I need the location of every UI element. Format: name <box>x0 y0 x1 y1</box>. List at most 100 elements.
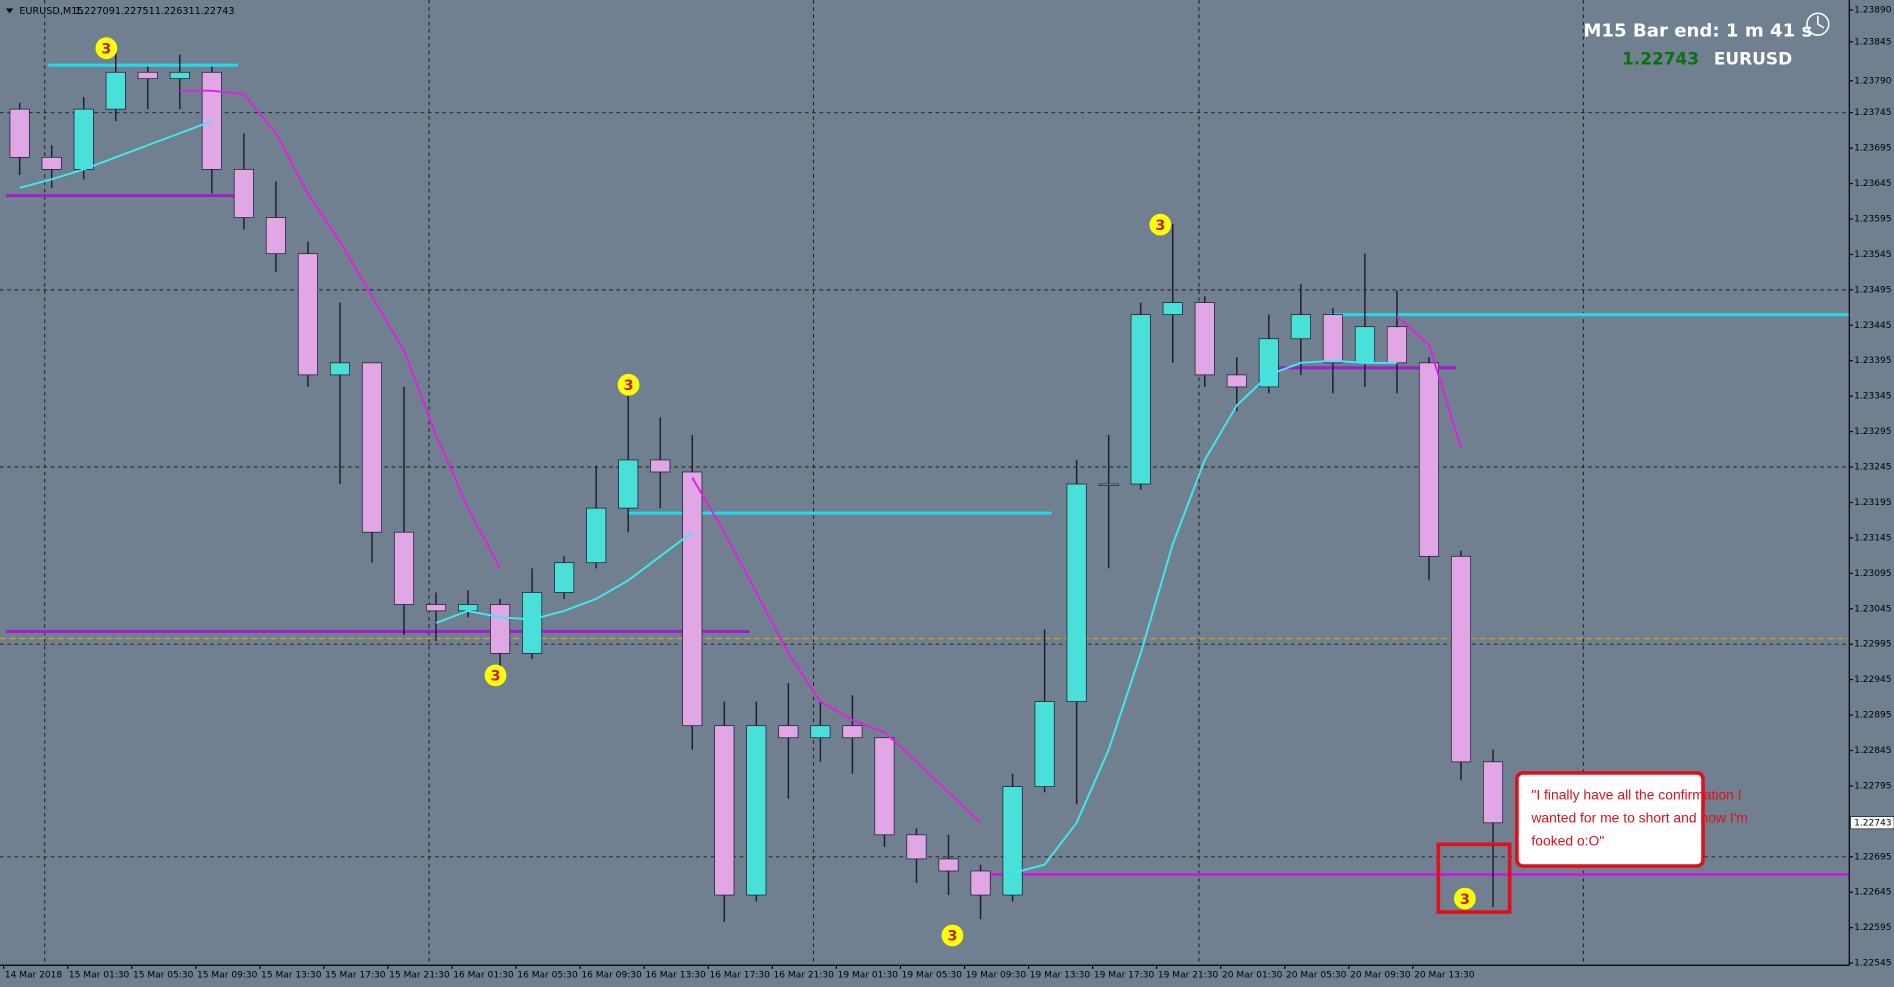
candle-body <box>1450 555 1472 763</box>
y-tick-label: 1.23645 <box>1854 179 1891 189</box>
y-tick-label: 1.23545 <box>1854 250 1891 260</box>
candle-body <box>1418 362 1439 557</box>
candle-body <box>73 108 94 170</box>
candle-body <box>1290 314 1311 340</box>
x-tick-label: 19 Mar 09:30 <box>966 970 1027 980</box>
x-tick-label: 16 Mar 01:30 <box>453 970 514 980</box>
signal-marker <box>484 664 507 687</box>
bar-end-timer: M15 Bar end: 1 m 41 s <box>1583 20 1812 41</box>
x-tick-label: 19 Mar 21:30 <box>1158 970 1219 980</box>
header-price: 1.22631 <box>155 6 195 17</box>
y-tick-label: 1.23395 <box>1854 356 1891 366</box>
candle-body <box>842 725 863 739</box>
signal-label: 3 <box>1155 218 1165 234</box>
candle-body <box>1386 326 1407 364</box>
current-price-box <box>1850 816 1894 830</box>
highlight-box <box>1436 842 1512 914</box>
moving-average <box>19 120 1397 875</box>
y-tick-label: 1.22645 <box>1854 888 1891 898</box>
candle-body <box>1482 761 1504 824</box>
x-tick-label: 19 Mar 17:30 <box>1094 970 1155 980</box>
candle-body <box>554 562 575 593</box>
y-tick-label: 1.22595 <box>1854 923 1891 933</box>
candle-body <box>1258 338 1279 388</box>
menu-arrow[interactable] <box>6 8 14 14</box>
y-tick-label: 1.23045 <box>1854 604 1891 614</box>
candle-body <box>137 71 158 80</box>
y-tick-label: 1.23595 <box>1854 214 1891 224</box>
candle-body <box>1322 314 1343 364</box>
x-tick-label: 19 Mar 05:30 <box>902 970 963 980</box>
info-symbol: EURUSD <box>1714 48 1792 68</box>
y-tick-label: 1.22945 <box>1854 675 1891 685</box>
candle-body <box>650 459 671 473</box>
candle-body <box>522 592 543 654</box>
candle-body <box>1194 302 1215 376</box>
overlays <box>19 89 1462 875</box>
clock-icon <box>1806 12 1830 36</box>
candle-body <box>490 604 511 654</box>
signal-marker <box>1454 887 1476 910</box>
y-tick-label: 1.23095 <box>1854 569 1891 579</box>
x-tick-label: 20 Mar 09:30 <box>1350 970 1411 980</box>
candle-body <box>1002 786 1023 896</box>
candle-body <box>810 725 831 739</box>
x-tick-label: 15 Mar 01:30 <box>69 970 130 980</box>
y-tick-label: 1.23890 <box>1854 5 1892 15</box>
candle-body <box>970 870 991 896</box>
x-tick-label: 16 Mar 13:30 <box>645 970 706 980</box>
signal-label: 3 <box>623 378 633 394</box>
markers: 3 3 3 3 3 3 <box>95 37 1476 947</box>
y-tick-label: 1.23495 <box>1854 285 1891 295</box>
x-tick-label: 20 Mar 13:30 <box>1414 970 1475 980</box>
y-tick-label: 1.22795 <box>1854 781 1891 791</box>
y-tick-label: 1.22845 <box>1854 746 1891 756</box>
candle-body <box>874 737 895 836</box>
candle-body <box>297 253 318 376</box>
x-tick-label: 16 Mar 17:30 <box>709 970 770 980</box>
signal-marker <box>1149 213 1172 236</box>
y-tick-label: 1.22695 <box>1854 852 1891 862</box>
candle-body <box>425 604 447 612</box>
signal-marker <box>95 37 118 60</box>
candle-body <box>41 156 62 170</box>
y-tick-label: 1.23845 <box>1854 37 1891 47</box>
x-tick-label: 15 Mar 09:30 <box>197 970 258 980</box>
candle-body <box>1034 701 1055 788</box>
y-tick-label: 1.22895 <box>1854 711 1891 721</box>
candle-body <box>938 858 959 872</box>
x-tick-label: 16 Mar 09:30 <box>581 970 642 980</box>
x-tick-label: 15 Mar 17:30 <box>325 970 386 980</box>
candle-body <box>714 725 735 896</box>
header-price: 1.22743 <box>195 6 235 17</box>
symbol-title: EURUSD,M15 <box>19 6 83 17</box>
header-price: 1.22709 <box>75 6 115 17</box>
candle-body <box>778 725 799 739</box>
candle-body <box>618 459 639 509</box>
y-tick-label: 1.23695 <box>1854 144 1891 154</box>
x-tick-label: 20 Mar 01:30 <box>1222 970 1283 980</box>
x-tick-label: 15 Mar 13:30 <box>261 970 322 980</box>
candles <box>9 48 1504 922</box>
signal-label: 3 <box>491 669 501 685</box>
signal-label: 3 <box>947 929 957 945</box>
x-tick-label: 16 Mar 21:30 <box>774 970 835 980</box>
candle-body <box>9 108 30 158</box>
clock-face <box>1806 12 1830 36</box>
info-price: 1.22743 <box>1622 48 1699 68</box>
candle-body <box>393 531 415 605</box>
signal-label: 3 <box>1460 892 1470 908</box>
y-tick-label: 1.23445 <box>1854 321 1891 331</box>
x-tick-label: 19 Mar 13:30 <box>1030 970 1091 980</box>
candle-body <box>1130 314 1151 485</box>
y-tick-label: 1.23790 <box>1854 76 1892 86</box>
candle-body <box>1162 302 1183 316</box>
candle-body <box>329 362 350 376</box>
candle-body <box>105 71 126 110</box>
candle-body <box>1354 326 1375 364</box>
signal-marker <box>941 924 964 947</box>
y-tick-label: 1.23245 <box>1854 463 1891 473</box>
axes: 1.23890 1.23845 1.23790 1.23745 1.23695 1.236… <box>3 5 1894 980</box>
